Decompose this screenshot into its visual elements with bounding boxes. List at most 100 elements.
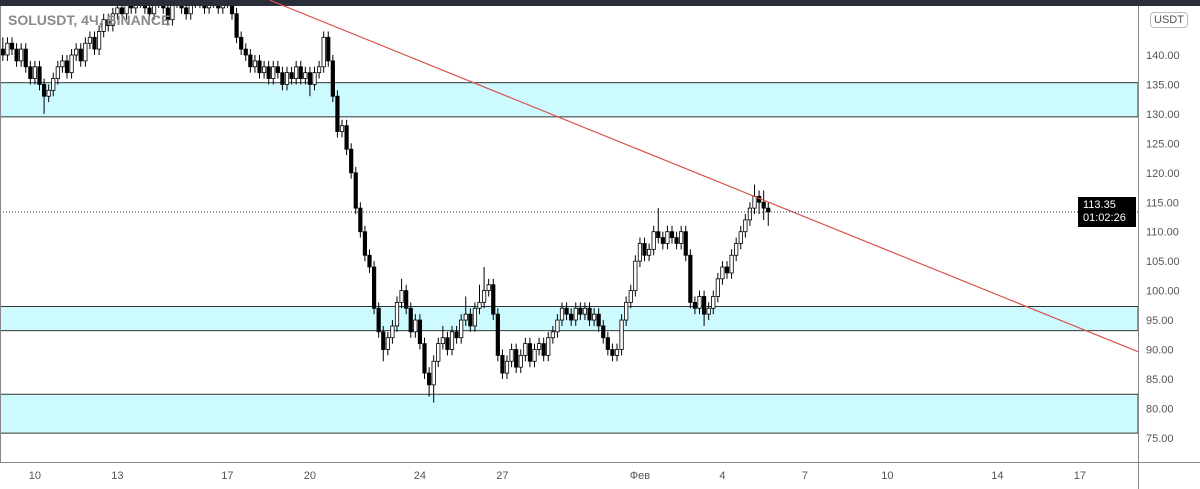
candle-body	[289, 72, 294, 79]
candle-body	[449, 331, 455, 350]
time-tick-label: 7	[802, 470, 808, 482]
candle-body	[14, 48, 19, 62]
candle-body	[184, 7, 189, 15]
time-tick-label: 24	[414, 470, 426, 482]
candle-body	[646, 248, 652, 256]
candle-body	[747, 207, 753, 221]
candle-body	[614, 349, 620, 356]
price-tick-label: 75.00	[1146, 433, 1174, 445]
candle-body	[23, 48, 28, 68]
candle-body	[124, 6, 129, 15]
candle-body	[523, 343, 528, 356]
candle-body	[252, 60, 258, 68]
time-tick-label: 10	[29, 470, 41, 482]
candle-body	[477, 301, 482, 309]
candle-body	[271, 66, 276, 79]
candle-body	[711, 296, 716, 309]
candle-body	[147, 7, 152, 15]
last-price-label: 113.35 01:02:26	[1078, 197, 1136, 227]
time-tick-label: 17	[1074, 470, 1086, 482]
candle-body	[119, 7, 125, 15]
candle-body	[417, 319, 423, 345]
price-tick-label: 100.00	[1146, 286, 1180, 298]
price-tick-label: 110.00	[1146, 227, 1179, 239]
candle-body	[761, 201, 766, 209]
candle-body	[142, 6, 148, 9]
price-tick-label: 85.00	[1146, 374, 1174, 386]
price-tick-label: 120.00	[1146, 168, 1180, 180]
candle-body	[92, 36, 97, 50]
candle-body	[5, 42, 10, 56]
candle-body	[500, 354, 505, 374]
candle-body	[591, 313, 597, 321]
candle-body	[96, 31, 102, 50]
time-tick-label: 13	[111, 470, 123, 482]
candle-body	[532, 349, 537, 362]
candle-body	[440, 337, 445, 345]
candle-body	[472, 307, 478, 327]
candle-body	[665, 231, 670, 244]
time-tick-label: 10	[881, 470, 893, 482]
candle-body	[220, 6, 225, 9]
candle-body	[408, 307, 413, 333]
candle-body	[202, 6, 207, 9]
candle-body	[390, 325, 395, 339]
candle-body	[541, 343, 546, 356]
candle-body	[307, 72, 313, 85]
candle-body	[261, 66, 267, 74]
candle-body	[170, 6, 175, 21]
candle-body	[385, 337, 390, 350]
candle-body	[60, 60, 65, 68]
candle-body	[335, 95, 340, 132]
candle-body	[32, 66, 38, 79]
candle-body	[294, 66, 299, 79]
candle-body	[743, 219, 748, 233]
support-resistance-zone[interactable]	[0, 393, 1139, 434]
candle-body	[106, 19, 111, 26]
candle-body	[587, 307, 592, 321]
candle-body	[527, 343, 533, 362]
candle-body	[339, 125, 345, 132]
candle-body	[706, 307, 711, 315]
candle-body	[344, 125, 349, 150]
symbol-legend: SOLUSDT, 4Ч, BINANCE	[8, 12, 171, 28]
price-tick-label: 105.00	[1146, 256, 1180, 268]
candle-body	[9, 42, 15, 50]
candle-body	[715, 278, 720, 297]
candle-body	[280, 72, 285, 85]
candle-body	[601, 325, 606, 339]
candle-body	[481, 290, 487, 303]
candle-body	[555, 319, 560, 333]
candle-body	[179, 6, 184, 9]
candle-body	[353, 172, 358, 209]
time-tick-label: 17	[221, 470, 233, 482]
candle-body	[697, 296, 702, 309]
candle-body	[413, 319, 418, 333]
price-tick-label: 130.00	[1146, 109, 1180, 121]
candle-body	[41, 84, 47, 97]
price-tick-label: 95.00	[1146, 315, 1174, 327]
candle-body	[624, 301, 629, 321]
candle-body	[518, 354, 523, 368]
top-bar	[0, 0, 1200, 6]
candle-body	[569, 313, 574, 321]
support-resistance-zone[interactable]	[0, 82, 1139, 118]
support-resistance-zone[interactable]	[0, 306, 1139, 332]
candle-body	[376, 307, 381, 333]
candle-body	[358, 207, 363, 233]
candle-body	[78, 48, 83, 62]
time-tick-label: 27	[496, 470, 508, 482]
candle-body	[248, 54, 253, 68]
currency-button[interactable]: USDT	[1150, 12, 1188, 28]
candle-body	[724, 266, 730, 274]
plot-area[interactable]	[0, 6, 1138, 462]
candle-body	[431, 360, 436, 386]
candle-body	[610, 349, 615, 356]
price-tick-label: 80.00	[1146, 403, 1174, 415]
trendline[interactable]	[269, 0, 1139, 353]
candle-body	[129, 6, 134, 9]
candle-body	[362, 231, 368, 256]
candle-body	[216, 6, 221, 9]
